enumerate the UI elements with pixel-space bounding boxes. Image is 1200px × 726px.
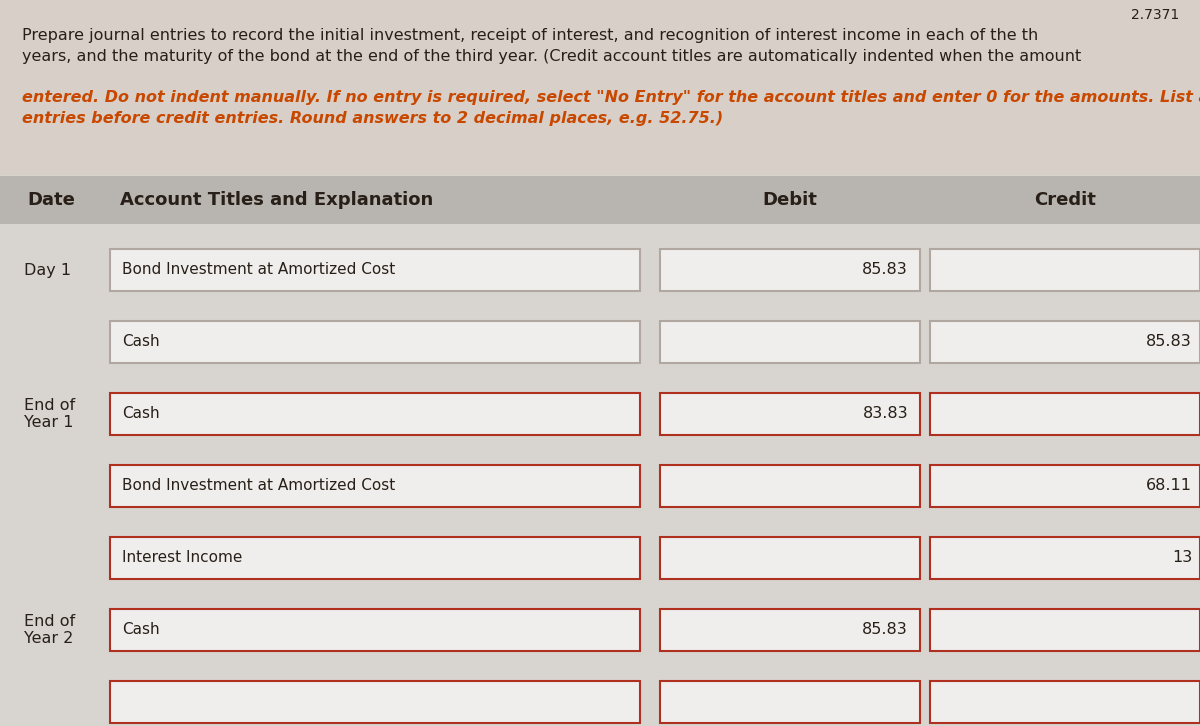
Text: Cash: Cash [122,407,160,422]
Bar [930,465,1200,507]
Text: Account Titles and Explanation: Account Titles and Explanation [120,191,433,209]
Text: 85.83: 85.83 [863,622,908,637]
Text: Cash: Cash [122,622,160,637]
Text: 83.83: 83.83 [863,407,908,422]
Bar [660,321,920,363]
Text: 85.83: 85.83 [1146,335,1192,349]
Bar [660,537,920,579]
Text: entered. Do not indent manually. If no entry is required, select "No Entry" for : entered. Do not indent manually. If no e… [22,90,1200,126]
Bar [660,393,920,435]
Bar [930,249,1200,291]
Text: Cash: Cash [122,335,160,349]
Bar [110,465,640,507]
Bar [930,609,1200,651]
Bar [0,176,1200,224]
Bar [660,249,920,291]
Text: Interest Income: Interest Income [122,550,242,566]
Bar [110,249,640,291]
Bar [930,393,1200,435]
Text: Debit: Debit [762,191,817,209]
Bar [110,321,640,363]
Text: End of
Year 1: End of Year 1 [24,398,76,431]
Bar [660,465,920,507]
Text: 2.7371: 2.7371 [1130,8,1180,22]
Text: Bond Investment at Amortized Cost: Bond Investment at Amortized Cost [122,263,395,277]
Bar [0,175,1200,726]
Bar [110,393,640,435]
Bar [930,321,1200,363]
Bar [660,681,920,723]
Text: Day 1: Day 1 [24,263,71,277]
Bar [660,609,920,651]
Bar [110,609,640,651]
Text: 85.83: 85.83 [863,263,908,277]
Text: 13: 13 [1171,550,1192,566]
Bar [930,681,1200,723]
Text: Date: Date [28,191,74,209]
Text: Credit: Credit [1034,191,1096,209]
Bar [930,537,1200,579]
Text: Prepare journal entries to record the initial investment, receipt of interest, a: Prepare journal entries to record the in… [22,28,1081,64]
Text: End of
Year 2: End of Year 2 [24,613,76,646]
Bar [110,681,640,723]
Bar [110,537,640,579]
Text: Bond Investment at Amortized Cost: Bond Investment at Amortized Cost [122,478,395,494]
Text: 68.11: 68.11 [1146,478,1192,494]
